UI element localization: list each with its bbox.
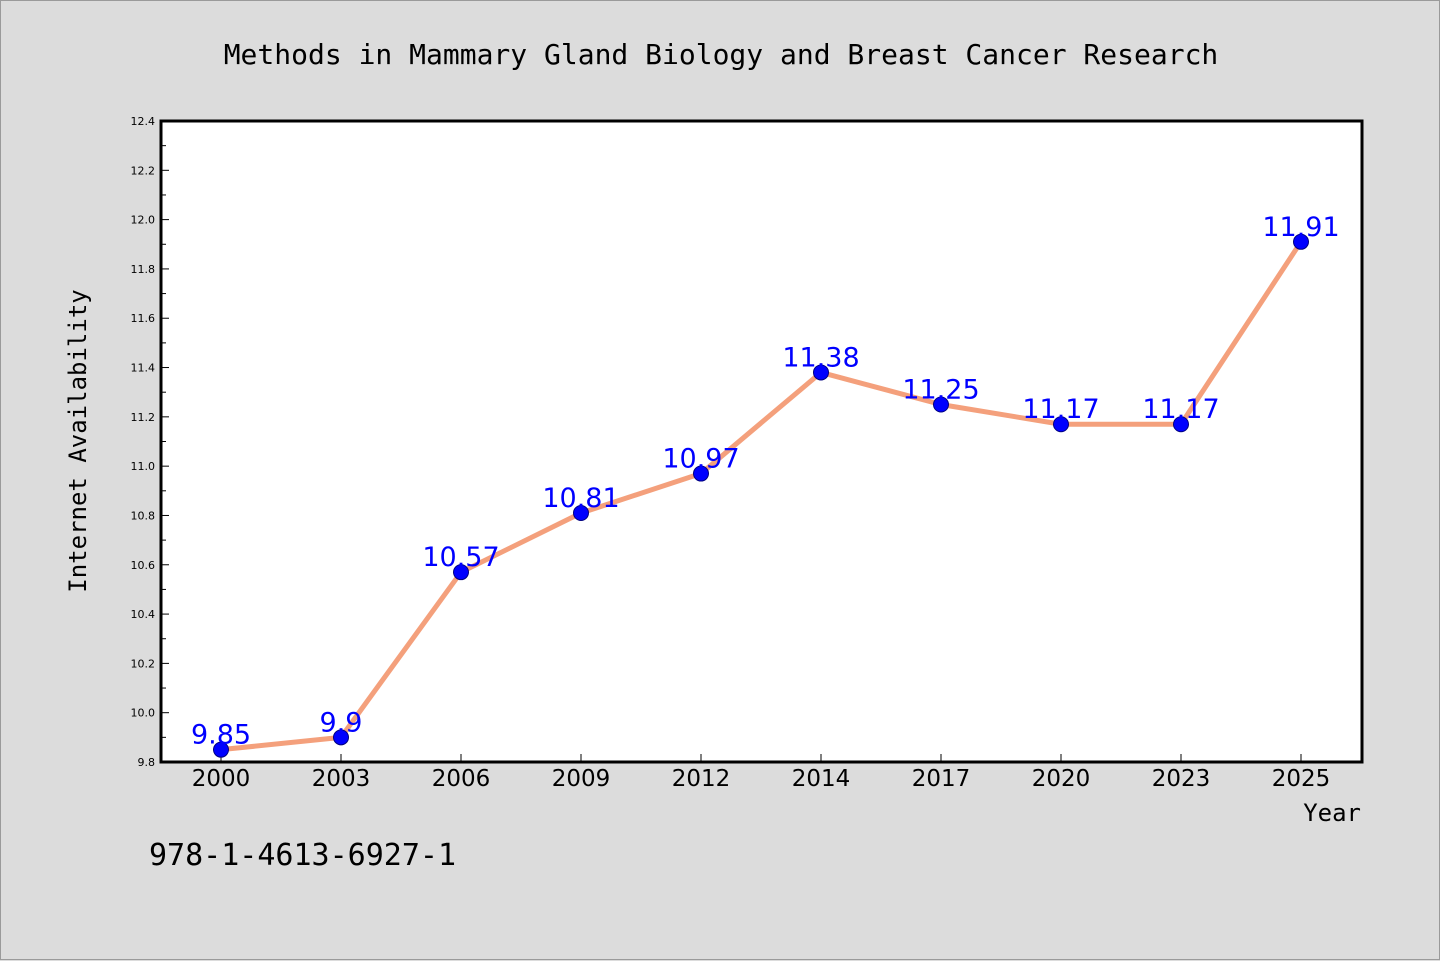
data-point	[1053, 416, 1069, 433]
y-tick-label: 12.0	[131, 214, 156, 227]
x-tick-label: 2006	[432, 766, 491, 792]
series-line	[218, 239, 1304, 753]
data-label: 9.9	[320, 707, 363, 738]
y-tick-label: 11.2	[131, 411, 156, 424]
y-axis-label: Internet Availability	[64, 289, 92, 592]
x-axis-ticks: 2000 2003 2006 2009 2012 2014 2017 2020 2023 2025	[192, 754, 1331, 792]
data-point	[813, 364, 829, 381]
x-tick-label: 2003	[312, 766, 371, 792]
y-axis-ticks: 9.8 10.0 10.2 10.4 10.6 10.8 11.0 11.2 11.4 11.6 1…	[131, 115, 169, 769]
y-tick-label: 9.8	[138, 756, 156, 769]
y-tick-label: 10.8	[131, 509, 156, 522]
x-tick-label: 2020	[1032, 766, 1091, 792]
data-point	[333, 729, 349, 746]
x-tick-label: 2014	[792, 766, 851, 792]
data-point	[453, 564, 469, 581]
data-point	[1293, 233, 1309, 250]
x-tick-label: 2017	[912, 766, 971, 792]
data-point	[933, 396, 949, 413]
data-label: 11.17	[1142, 394, 1219, 425]
y-tick-label: 11.8	[131, 263, 156, 276]
data-label: 11.17	[1022, 394, 1099, 425]
y-tick-label: 11.0	[131, 460, 156, 473]
data-label: 10.81	[542, 483, 619, 514]
data-label: 10.57	[422, 542, 499, 573]
plot-border	[159, 119, 1364, 764]
data-point	[693, 465, 709, 482]
data-point	[1173, 416, 1189, 433]
x-tick-label: 2000	[192, 766, 251, 792]
plot-area	[161, 121, 1362, 762]
y-tick-label: 10.4	[131, 608, 156, 621]
y-tick-label: 11.4	[131, 362, 156, 375]
x-tick-label: 2009	[552, 766, 611, 792]
data-label: 11.91	[1262, 212, 1339, 243]
y-tick-label: 12.2	[131, 164, 156, 177]
data-label: 10.97	[662, 444, 739, 475]
data-point	[573, 504, 589, 521]
data-point	[213, 741, 229, 758]
chart-title: Methods in Mammary Gland Biology and Bre…	[224, 38, 1219, 71]
x-axis-label: Year	[1303, 799, 1361, 827]
data-label: 9.85	[191, 720, 251, 751]
x-tick-label: 2023	[1152, 766, 1211, 792]
data-label: 11.38	[782, 342, 859, 373]
y-tick-label: 12.4	[131, 115, 156, 128]
x-tick-label: 2012	[672, 766, 731, 792]
data-label: 11.25	[902, 375, 979, 406]
y-tick-label: 11.6	[131, 312, 156, 325]
series-layer: 9.85 9.9 10.57 10.81 10.97 11.38 11.25 11.17 11.…	[191, 212, 1340, 758]
footer-isbn: 978-1-4613-6927-1	[149, 838, 456, 873]
y-tick-label: 10.6	[131, 559, 156, 572]
y-tick-label: 10.0	[131, 707, 156, 720]
x-tick-label: 2025	[1272, 766, 1331, 792]
y-tick-label: 10.2	[131, 657, 156, 670]
